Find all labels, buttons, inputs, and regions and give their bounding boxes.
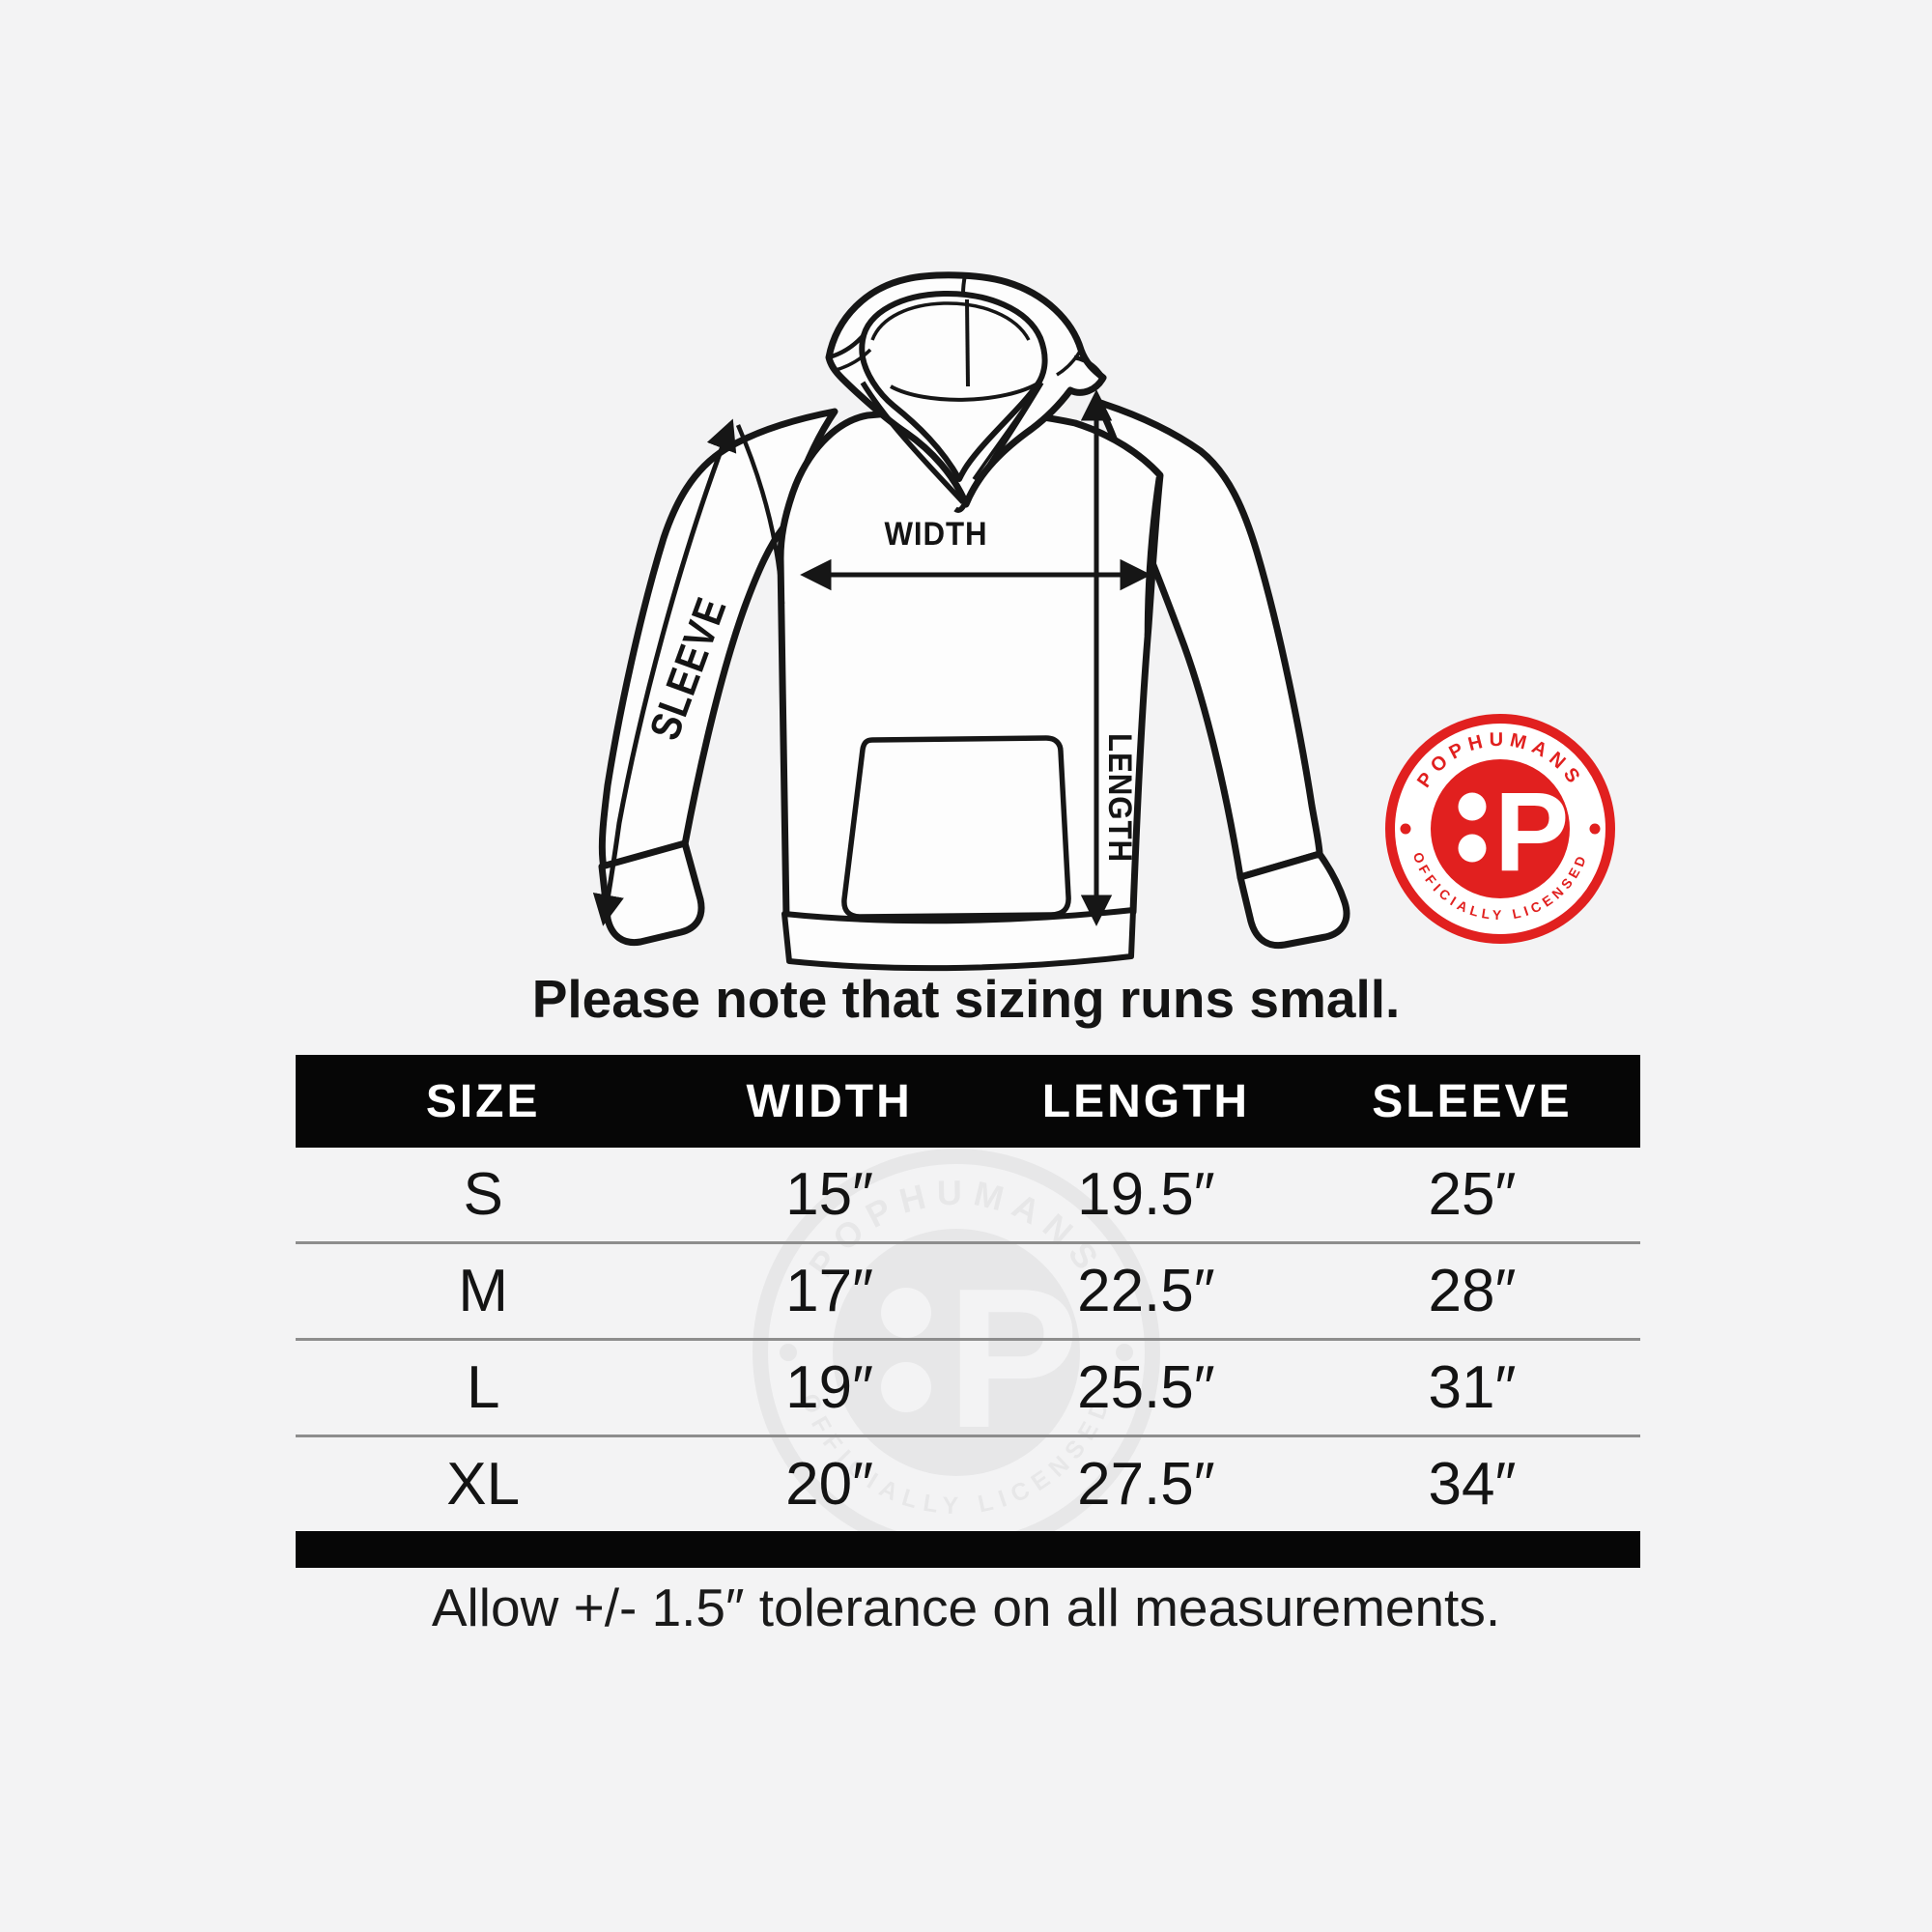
licensed-badge: POPHUMANS OFFICIALLY LICENSED P <box>1385 714 1615 944</box>
width-cell: 15″ <box>785 1161 874 1228</box>
row-divider <box>296 1241 1640 1244</box>
hood-fold-left-1 <box>828 334 865 360</box>
table-bottom-bar <box>296 1531 1640 1568</box>
watermark-logo-dot-top <box>881 1288 931 1338</box>
right-armhole-seam <box>1144 476 1161 637</box>
width-cell: 17″ <box>785 1258 874 1324</box>
sleeve-cell: 31″ <box>1428 1354 1517 1421</box>
sleeve-cell: 25″ <box>1428 1161 1517 1228</box>
size-cell: S <box>463 1161 503 1228</box>
right-cuff <box>1236 850 1350 950</box>
row-divider <box>296 1435 1640 1437</box>
table-row-m: M 17″ 22.5″ 28″ <box>296 1244 1640 1338</box>
width-cell: 20″ <box>785 1451 874 1518</box>
row-divider <box>296 1338 1640 1341</box>
left-armhole-seam <box>735 424 785 605</box>
watermark-right-dot <box>1116 1344 1133 1361</box>
length-cell: 19.5″ <box>1077 1161 1215 1228</box>
length-arrow-label: LENGTH <box>1102 733 1140 863</box>
width-arrow-label: WIDTH <box>884 515 987 553</box>
sleeve-cell: 34″ <box>1428 1451 1517 1518</box>
hood-fold-right-2 <box>1073 355 1105 380</box>
sleeve-cell: 28″ <box>1428 1258 1517 1324</box>
header-width: WIDTH <box>746 1075 913 1127</box>
size-cell: XL <box>446 1451 521 1518</box>
table-row-s: S 15″ 19.5″ 25″ <box>296 1148 1640 1241</box>
header-sleeve: SLEEVE <box>1372 1075 1573 1127</box>
badge-left-dot <box>1400 823 1411 835</box>
size-cell: L <box>466 1354 500 1421</box>
hood-top-seam <box>961 274 967 295</box>
size-cell: M <box>458 1258 508 1324</box>
watermark-logo-letter: P <box>947 1247 1079 1469</box>
badge-logo-letter: P <box>1494 769 1569 895</box>
length-cell: 22.5″ <box>1077 1258 1215 1324</box>
hoodie-diagram: WIDTH LENGTH SLEEVE <box>592 271 1350 972</box>
length-cell: 27.5″ <box>1077 1451 1215 1518</box>
kangaroo-pocket <box>841 735 1071 920</box>
hood-fold-right-1 <box>1056 349 1083 377</box>
width-cell: 19″ <box>785 1354 874 1421</box>
hood-right-drape <box>953 381 1044 513</box>
table-row-xl: XL 20″ 27.5″ 34″ <box>296 1437 1640 1531</box>
table-row-l: L 19″ 25.5″ 31″ <box>296 1341 1640 1435</box>
hood-left-drape <box>860 381 966 504</box>
hood-inner-rim <box>870 301 1031 341</box>
hood-center-seam <box>965 298 970 387</box>
watermark-logo-dot-bottom <box>881 1362 931 1412</box>
badge-logo-dot-bottom <box>1458 834 1487 863</box>
hood-right-drape-inner <box>972 393 1036 480</box>
length-cell: 25.5″ <box>1077 1354 1215 1421</box>
sleeve-arrow <box>592 418 737 926</box>
header-size: SIZE <box>425 1075 541 1127</box>
size-table: SIZE WIDTH LENGTH SLEEVE S 15″ 19.5″ 25″… <box>296 1055 1640 1568</box>
table-header-row: SIZE WIDTH LENGTH SLEEVE <box>296 1055 1640 1148</box>
badge-logo-disc <box>1431 759 1570 898</box>
watermark-left-dot <box>780 1344 797 1361</box>
hood-opening <box>859 290 1048 482</box>
tolerance-note: Allow +/- 1.5″ tolerance on all measurem… <box>431 1577 1501 1637</box>
sizing-note: Please note that sizing runs small. <box>531 969 1401 1029</box>
badge-right-dot <box>1589 823 1601 835</box>
hood-fold-left-2 <box>832 348 872 373</box>
hood-back-curve <box>890 381 1041 402</box>
hem-band <box>781 907 1136 972</box>
badge-logo-dot-top <box>1458 792 1487 821</box>
header-length: LENGTH <box>1041 1075 1251 1127</box>
